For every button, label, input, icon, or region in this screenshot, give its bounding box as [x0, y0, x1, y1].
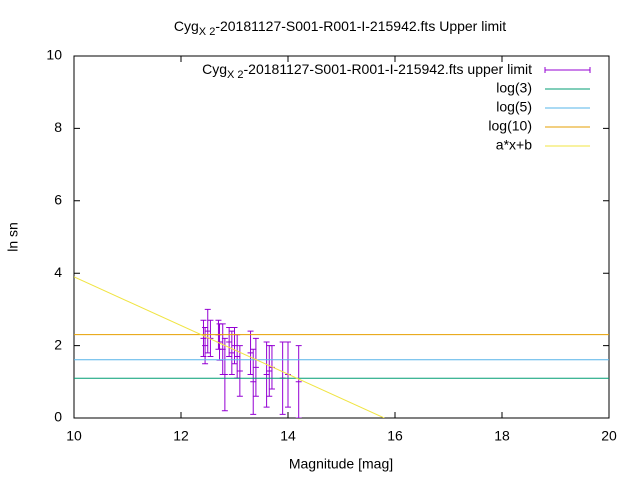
- legend-label-subscript: X 2: [227, 69, 244, 81]
- error-bar: [228, 330, 235, 376]
- title-main: Cyg: [174, 18, 199, 34]
- title-subscript: X 2: [199, 26, 216, 38]
- legend-label-main: Cyg: [202, 61, 227, 77]
- x-tick-label: 20: [601, 428, 617, 444]
- legend-label: CygX 2-20181127-S001-R001-I-215942.fts u…: [202, 61, 532, 81]
- error-bar: [226, 327, 233, 357]
- plot-border: [73, 55, 610, 419]
- y-tick-label: 0: [54, 409, 62, 425]
- legend-label: log(3): [496, 80, 532, 96]
- legend-label: a*x+b: [496, 137, 532, 153]
- error-bar: [266, 345, 273, 397]
- legend-label-rest: -20181127-S001-R001-I-215942.fts upper l…: [244, 61, 533, 77]
- error-bar: [202, 327, 209, 365]
- y-tick-label: 10: [46, 47, 62, 63]
- error-bar: [236, 345, 243, 397]
- y-axis-label: ln sn: [5, 222, 21, 252]
- y-tick-label: 4: [54, 264, 62, 280]
- x-tick-label: 16: [387, 428, 403, 444]
- legend-sample: [544, 67, 591, 73]
- error-bar: [234, 334, 241, 379]
- error-bar: [247, 330, 254, 376]
- error-bar: [252, 337, 259, 397]
- y-tick-label: 8: [54, 119, 62, 135]
- error-bar: [231, 327, 238, 365]
- error-bar: [204, 308, 211, 354]
- line-series: [74, 276, 385, 418]
- x-tick-label: 12: [173, 428, 189, 444]
- error-bar: [250, 348, 257, 415]
- chart-title: CygX 2-20181127-S001-R001-I-215942.fts U…: [174, 18, 506, 38]
- x-tick-label: 18: [494, 428, 510, 444]
- x-tick-label: 10: [66, 428, 82, 444]
- legend-label: log(5): [496, 99, 532, 115]
- title-rest: -20181127-S001-R001-I-215942.fts Upper l…: [215, 18, 506, 34]
- error-bar: [295, 345, 302, 418]
- y-tick-label: 2: [54, 336, 62, 352]
- error-bar: [200, 319, 207, 357]
- x-axis-label: Magnitude [mag]: [289, 456, 393, 472]
- y-tick-label: 6: [54, 192, 62, 208]
- error-bar: [263, 341, 270, 408]
- legend-label: log(10): [488, 118, 532, 134]
- error-bar: [221, 337, 228, 412]
- x-tick-label: 14: [280, 428, 296, 444]
- plot-area: [74, 276, 609, 418]
